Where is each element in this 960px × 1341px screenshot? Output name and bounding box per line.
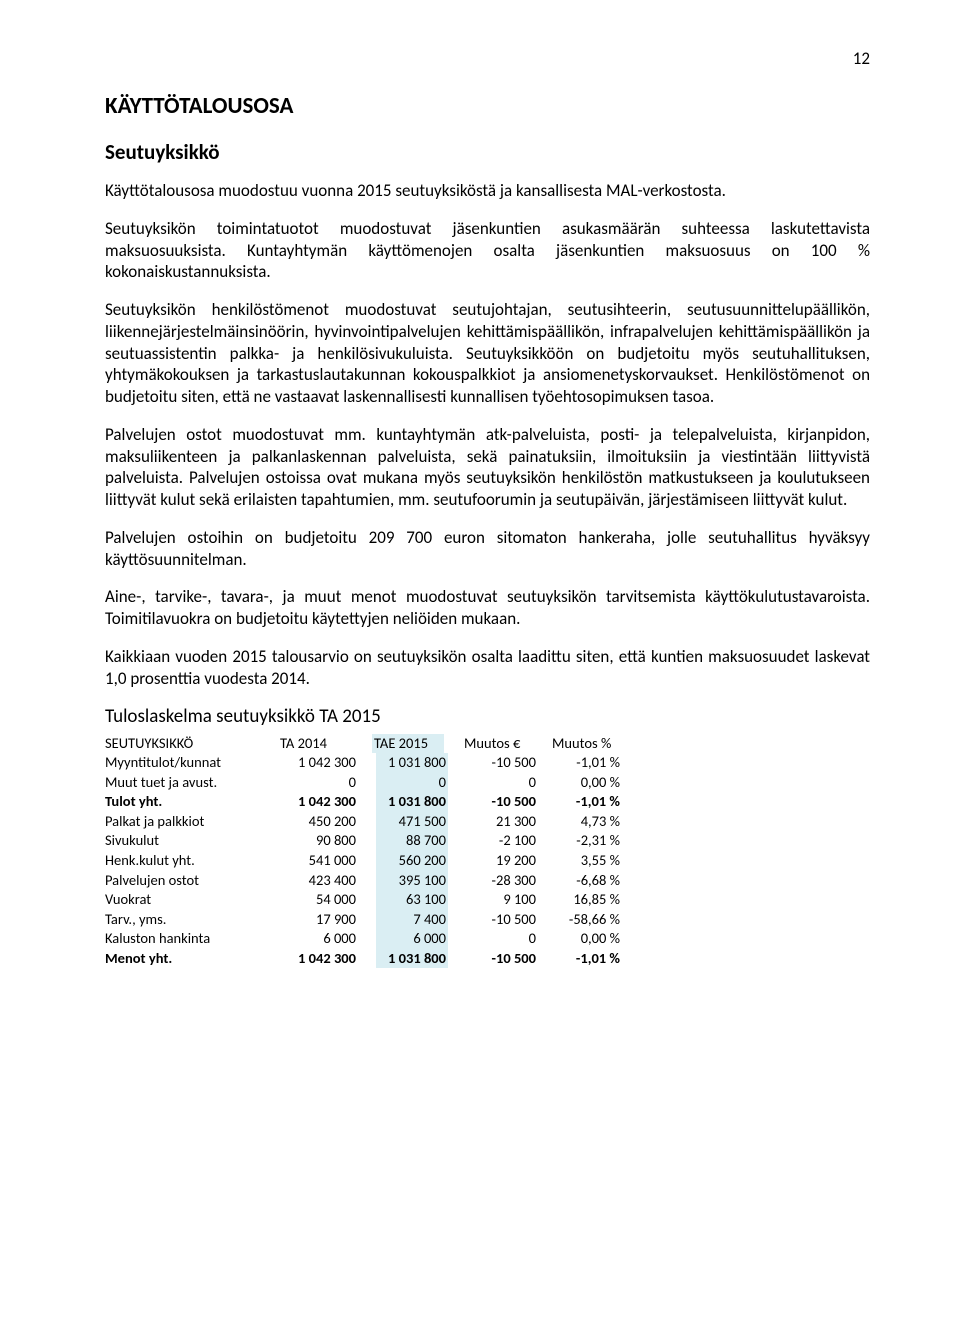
cell-muutos-e: 9 100: [454, 890, 542, 910]
cell-ta2014: 17 900: [270, 910, 362, 930]
cell-muutos-e: -10 500: [454, 753, 542, 773]
financial-table: SEUTUYKSIKKÖ TA 2014 TAE 2015 Muutos € M…: [105, 734, 626, 969]
cell-ta2014: 450 200: [270, 812, 362, 832]
cell-muutos-e: -10 500: [454, 792, 542, 812]
row-label: Tarv., yms.: [105, 910, 270, 930]
row-label: Palvelujen ostot: [105, 871, 270, 891]
cell-tae2015: 0: [362, 773, 454, 793]
row-label: Muut tuet ja avust.: [105, 773, 270, 793]
row-label: Sivukulut: [105, 831, 270, 851]
cell-ta2014: 0: [270, 773, 362, 793]
table-row: Menot yht.1 042 3001 031 800-10 500-1,01…: [105, 949, 626, 969]
cell-muutos-pct: -1,01 %: [542, 753, 626, 773]
row-label: Menot yht.: [105, 949, 270, 969]
cell-ta2014: 541 000: [270, 851, 362, 871]
paragraph: Aine-, tarvike-, tavara-, ja muut menot …: [105, 586, 870, 630]
cell-muutos-pct: -1,01 %: [542, 792, 626, 812]
col-header-tae2015: TAE 2015: [362, 734, 454, 754]
table-row: Muut tuet ja avust.0000,00 %: [105, 773, 626, 793]
cell-muutos-pct: -6,68 %: [542, 871, 626, 891]
paragraph: Palvelujen ostot muodostuvat mm. kuntayh…: [105, 424, 870, 511]
table-row: Tarv., yms.17 9007 400-10 500-58,66 %: [105, 910, 626, 930]
cell-muutos-e: -10 500: [454, 910, 542, 930]
table-row: Myyntitulot/kunnat1 042 3001 031 800-10 …: [105, 753, 626, 773]
col-header-label: SEUTUYKSIKKÖ: [105, 734, 270, 754]
table-row: Palkat ja palkkiot450 200471 50021 3004,…: [105, 812, 626, 832]
cell-muutos-e: 0: [454, 773, 542, 793]
cell-tae2015: 471 500: [362, 812, 454, 832]
cell-muutos-e: 0: [454, 929, 542, 949]
page-title: KÄYTTÖTALOUSOSA: [105, 92, 870, 121]
row-label: Myyntitulot/kunnat: [105, 753, 270, 773]
table-row: Palvelujen ostot423 400395 100-28 300-6,…: [105, 871, 626, 891]
cell-ta2014: 1 042 300: [270, 949, 362, 969]
cell-muutos-pct: 0,00 %: [542, 773, 626, 793]
cell-ta2014: 423 400: [270, 871, 362, 891]
page-number: 12: [105, 48, 870, 70]
row-label: Kaluston hankinta: [105, 929, 270, 949]
row-label: Tulot yht.: [105, 792, 270, 812]
paragraph: Seutuyksikön toimintatuotot muodostuvat …: [105, 218, 870, 283]
cell-tae2015: 6 000: [362, 929, 454, 949]
table-row: Sivukulut90 80088 700-2 100-2,31 %: [105, 831, 626, 851]
table-row: Kaluston hankinta6 0006 00000,00 %: [105, 929, 626, 949]
cell-muutos-e: 21 300: [454, 812, 542, 832]
cell-tae2015: 1 031 800: [362, 753, 454, 773]
cell-muutos-pct: 16,85 %: [542, 890, 626, 910]
cell-tae2015: 1 031 800: [362, 949, 454, 969]
cell-ta2014: 1 042 300: [270, 753, 362, 773]
cell-ta2014: 54 000: [270, 890, 362, 910]
table-row: Henk.kulut yht.541 000560 20019 2003,55 …: [105, 851, 626, 871]
col-header-ta2014: TA 2014: [270, 734, 362, 754]
cell-tae2015: 7 400: [362, 910, 454, 930]
cell-tae2015: 395 100: [362, 871, 454, 891]
table-row: Tulot yht.1 042 3001 031 800-10 500-1,01…: [105, 792, 626, 812]
cell-muutos-e: 19 200: [454, 851, 542, 871]
cell-tae2015: 88 700: [362, 831, 454, 851]
table-row: Vuokrat54 00063 1009 10016,85 %: [105, 890, 626, 910]
cell-tae2015: 560 200: [362, 851, 454, 871]
cell-muutos-pct: -58,66 %: [542, 910, 626, 930]
cell-muutos-e: -28 300: [454, 871, 542, 891]
cell-muutos-pct: -1,01 %: [542, 949, 626, 969]
paragraph: Kaikkiaan vuoden 2015 talousarvio on seu…: [105, 646, 870, 690]
cell-muutos-e: -10 500: [454, 949, 542, 969]
section-subtitle: Seutuyksikkö: [105, 139, 870, 166]
cell-ta2014: 90 800: [270, 831, 362, 851]
paragraph: Seutuyksikön henkilöstömenot muodostuvat…: [105, 299, 870, 408]
cell-muutos-pct: 3,55 %: [542, 851, 626, 871]
cell-tae2015: 1 031 800: [362, 792, 454, 812]
cell-muutos-e: -2 100: [454, 831, 542, 851]
cell-muutos-pct: 4,73 %: [542, 812, 626, 832]
cell-ta2014: 6 000: [270, 929, 362, 949]
cell-tae2015: 63 100: [362, 890, 454, 910]
row-label: Henk.kulut yht.: [105, 851, 270, 871]
cell-muutos-pct: 0,00 %: [542, 929, 626, 949]
paragraph: Käyttötalousosa muodostuu vuonna 2015 se…: [105, 180, 870, 202]
table-header-row: SEUTUYKSIKKÖ TA 2014 TAE 2015 Muutos € M…: [105, 734, 626, 754]
col-header-muutos-e: Muutos €: [454, 734, 542, 754]
cell-muutos-pct: -2,31 %: [542, 831, 626, 851]
table-title: Tuloslaskelma seutuyksikkö TA 2015: [105, 705, 870, 729]
col-header-muutos-pct: Muutos %: [542, 734, 626, 754]
row-label: Palkat ja palkkiot: [105, 812, 270, 832]
cell-ta2014: 1 042 300: [270, 792, 362, 812]
row-label: Vuokrat: [105, 890, 270, 910]
paragraph: Palvelujen ostoihin on budjetoitu 209 70…: [105, 527, 870, 571]
